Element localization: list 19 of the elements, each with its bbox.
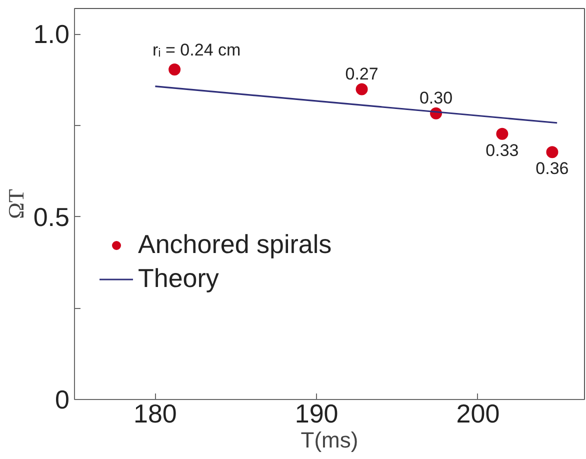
y-tick-label: 1.0 (33, 19, 70, 50)
x-tick-label: 200 (456, 398, 500, 428)
y-axis-title: ΩT (3, 188, 28, 219)
annotation: 0.27 (345, 64, 378, 84)
x-tick-label: 180 (134, 398, 177, 428)
legend-label: Anchored spirals (138, 229, 332, 260)
y-tick-label: 0.5 (33, 202, 70, 232)
x-axis-title: T(ms) (300, 428, 358, 452)
annotation: 0.36 (536, 159, 569, 178)
point (168, 64, 181, 76)
y-tick-label: 0 (55, 384, 70, 414)
x-tick-label: 190 (294, 398, 338, 428)
point (356, 83, 368, 96)
annotation: 0.30 (419, 88, 453, 108)
legend-label: Theory (138, 263, 219, 294)
annotation: rᵢ = 0.24 cm (152, 40, 241, 60)
point (496, 128, 508, 140)
annotation: 0.33 (486, 140, 519, 160)
point (546, 146, 558, 158)
